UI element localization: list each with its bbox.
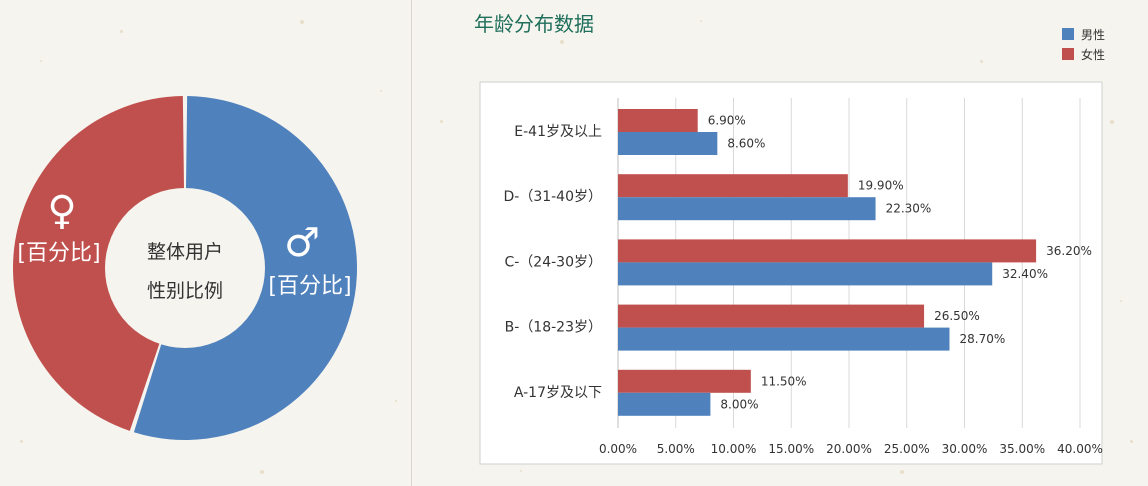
category-label: B-（18-23岁） bbox=[505, 320, 602, 336]
age-bar-chart: 0.00% 5.00% 10.00% 15.00% 20.00% 25.00% 30.00%… bbox=[479, 81, 1103, 465]
data-label: 8.00% bbox=[720, 397, 758, 411]
donut-hole bbox=[105, 188, 265, 348]
x-tick-label: 10.00% bbox=[711, 442, 757, 456]
x-tick-label: 35.00% bbox=[999, 442, 1045, 456]
bar-male bbox=[618, 262, 993, 286]
x-tick-label: 0.00% bbox=[599, 442, 637, 456]
bar-female bbox=[618, 174, 848, 198]
x-tick-label: 15.00% bbox=[768, 442, 814, 456]
data-label: 36.20% bbox=[1046, 244, 1092, 258]
panel-divider bbox=[411, 0, 412, 486]
donut-center-line2: 性别比例 bbox=[147, 280, 223, 302]
paper-speck bbox=[520, 470, 522, 472]
paper-speck bbox=[40, 60, 42, 62]
male-symbol-icon: ♂ bbox=[284, 220, 320, 266]
bar-male bbox=[618, 327, 950, 351]
female-percent-label: [百分比] bbox=[17, 241, 100, 266]
gender-donut-chart: 整体用户 性别比例 ♀ [百分比] ♂ [百分比] bbox=[13, 96, 358, 441]
bar-male bbox=[618, 197, 876, 221]
legend-item-male: 男性 bbox=[1062, 24, 1105, 44]
bar-male bbox=[618, 132, 718, 155]
bar-female bbox=[618, 369, 751, 393]
data-label: 22.30% bbox=[886, 202, 932, 216]
legend-label-male: 男性 bbox=[1081, 27, 1106, 42]
data-label: 28.70% bbox=[959, 332, 1005, 346]
data-label: 32.40% bbox=[1002, 267, 1048, 281]
category-label: E-41岁及以上 bbox=[514, 124, 602, 140]
paper-speck bbox=[700, 20, 702, 22]
donut-slice-female bbox=[13, 96, 185, 431]
paper-speck bbox=[120, 30, 123, 33]
paper-speck bbox=[1130, 440, 1133, 443]
female-symbol-icon: ♀ bbox=[47, 188, 76, 234]
bar-female bbox=[618, 239, 1037, 263]
x-tick-label: 25.00% bbox=[884, 442, 930, 456]
x-tick-label: 5.00% bbox=[657, 442, 695, 456]
category-label: D-（31-40岁） bbox=[503, 189, 602, 205]
data-label: 19.90% bbox=[858, 179, 904, 193]
paper-speck bbox=[900, 470, 904, 474]
legend-swatch-male bbox=[1062, 28, 1074, 40]
paper-speck bbox=[300, 20, 304, 24]
data-label: 26.50% bbox=[934, 309, 980, 323]
legend-label-female: 女性 bbox=[1081, 47, 1106, 62]
paper-speck bbox=[20, 440, 23, 443]
bar-female bbox=[618, 304, 925, 328]
paper-speck bbox=[980, 60, 983, 63]
paper-speck bbox=[560, 40, 564, 44]
category-label: A-17岁及以下 bbox=[514, 385, 602, 401]
paper-speck bbox=[380, 90, 382, 92]
male-percent-label: [百分比] bbox=[268, 274, 351, 299]
data-label: 11.50% bbox=[761, 374, 807, 388]
data-label: 8.60% bbox=[727, 137, 765, 151]
chart-title: 年龄分布数据 bbox=[474, 12, 594, 36]
chart-legend: 男性 女性 bbox=[1062, 24, 1105, 64]
data-label: 6.90% bbox=[708, 114, 746, 128]
x-tick-label: 20.00% bbox=[826, 442, 872, 456]
bar-female bbox=[618, 109, 698, 132]
paper-speck bbox=[440, 120, 443, 123]
paper-speck bbox=[1110, 120, 1114, 124]
x-tick-label: 30.00% bbox=[942, 442, 988, 456]
x-tick-label: 40.00% bbox=[1057, 442, 1103, 456]
paper-speck bbox=[1120, 300, 1122, 302]
legend-swatch-female bbox=[1062, 48, 1074, 60]
category-label: C-（24-30岁） bbox=[504, 254, 602, 270]
paper-speck bbox=[395, 400, 397, 402]
bar-male bbox=[618, 392, 711, 416]
paper-speck bbox=[260, 470, 264, 474]
legend-item-female: 女性 bbox=[1062, 44, 1105, 64]
donut-center-line1: 整体用户 bbox=[147, 241, 223, 263]
